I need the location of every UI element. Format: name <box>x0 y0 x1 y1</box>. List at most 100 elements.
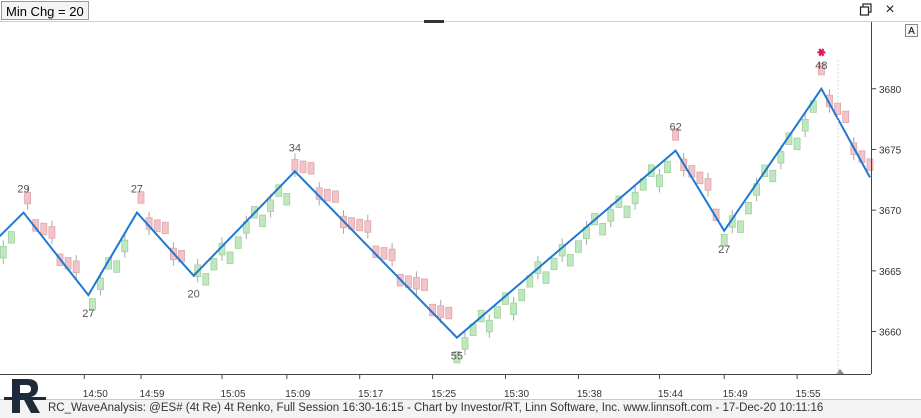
down-brick <box>388 248 396 262</box>
status-bar <box>0 399 921 418</box>
y-tick-label: 3675 <box>879 145 902 156</box>
down-brick <box>331 190 339 203</box>
up-brick <box>631 191 639 205</box>
up-brick <box>461 337 469 350</box>
down-brick <box>364 220 372 233</box>
up-brick <box>234 236 242 249</box>
down-brick <box>842 110 850 124</box>
min-change-label[interactable]: Min Chg = 20 <box>1 1 89 20</box>
up-brick <box>656 174 663 187</box>
up-brick <box>728 215 736 228</box>
up-brick <box>202 273 210 286</box>
pivot-label: 27 <box>718 244 730 256</box>
pivot-label: 20 <box>188 289 200 301</box>
x-tick-label: 15:38 <box>577 389 602 399</box>
y-tick-label: 3680 <box>879 85 902 96</box>
y-tick-label: 3660 <box>879 328 902 339</box>
up-brick <box>575 240 582 253</box>
x-tick-label: 15:05 <box>220 389 245 399</box>
up-brick <box>785 132 793 145</box>
x-tick-label: 15:17 <box>358 389 383 399</box>
up-brick <box>664 160 671 174</box>
y-tick-label: 3670 <box>879 206 902 217</box>
wave-line <box>0 86 871 339</box>
down-brick <box>153 219 161 232</box>
x-tick-label: 14:59 <box>139 389 164 399</box>
down-brick <box>696 171 704 185</box>
up-brick <box>210 258 218 271</box>
up-brick <box>105 257 112 270</box>
down-brick <box>323 188 331 202</box>
up-brick <box>623 205 631 218</box>
up-brick <box>7 231 15 244</box>
up-brick <box>550 257 558 271</box>
up-brick <box>566 254 574 267</box>
down-brick <box>421 278 428 291</box>
pivot-label: 34 <box>289 142 301 154</box>
pivot-label: 27 <box>131 184 143 196</box>
x-tick-label: 15:30 <box>504 389 529 399</box>
up-brick <box>485 319 493 333</box>
investor-rt-logo <box>4 379 46 413</box>
up-brick <box>599 223 607 236</box>
down-brick <box>866 158 874 171</box>
up-brick <box>769 169 777 183</box>
up-brick <box>793 137 801 151</box>
down-brick <box>307 162 315 175</box>
up-brick <box>745 201 752 215</box>
up-brick <box>777 151 785 164</box>
down-brick <box>445 306 453 320</box>
down-brick <box>818 62 825 76</box>
up-brick <box>453 351 461 364</box>
up-brick <box>259 214 266 228</box>
down-brick <box>24 191 32 205</box>
down-brick <box>161 221 169 235</box>
up-brick <box>0 246 7 259</box>
down-brick <box>380 247 388 260</box>
x-tick-label: 15:44 <box>658 389 683 399</box>
x-tick-label: 15:25 <box>431 389 456 399</box>
up-brick <box>97 277 104 291</box>
x-tick-label: 15:09 <box>285 389 310 399</box>
autoscale-button[interactable]: A <box>905 24 918 37</box>
up-brick <box>113 260 121 273</box>
chart-toolbar: Min Chg = 20 × <box>0 0 921 22</box>
pivot-label: 48 <box>815 60 827 72</box>
down-brick <box>137 191 145 204</box>
down-brick <box>48 226 56 239</box>
up-brick <box>226 251 234 264</box>
scroll-handle[interactable] <box>424 20 444 23</box>
up-brick <box>720 234 728 247</box>
up-brick <box>510 302 518 315</box>
y-tick-label: 3665 <box>879 267 902 278</box>
up-brick <box>801 119 809 132</box>
down-brick <box>704 178 712 191</box>
up-brick <box>283 193 291 206</box>
restore-window-icon[interactable] <box>859 3 873 17</box>
down-brick <box>40 222 48 236</box>
down-brick <box>72 260 80 273</box>
x-tick-label: 14:50 <box>83 389 108 399</box>
down-brick <box>356 218 364 232</box>
chart-footer-text: RC_WaveAnalysis: @ES# (4t Re) 4t Renko, … <box>48 402 824 414</box>
up-brick <box>121 239 129 253</box>
asterisk-marker-icon <box>817 48 826 57</box>
close-icon[interactable]: × <box>885 1 895 18</box>
up-brick <box>518 288 526 302</box>
pivot-label: 55 <box>451 351 463 363</box>
renko-chart[interactable]: 29 27 27 20 34 55 62 27 48 3660 3665 3670 3675 3680 1… <box>0 0 921 399</box>
up-brick <box>493 306 501 319</box>
pivot-label: 27 <box>82 308 94 320</box>
down-brick <box>672 128 679 141</box>
pivot-label: 29 <box>17 184 29 196</box>
down-brick <box>291 159 299 172</box>
down-brick <box>437 305 445 318</box>
up-brick <box>607 209 615 222</box>
up-brick <box>737 220 744 233</box>
up-brick <box>542 271 550 284</box>
x-tick-label: 15:49 <box>723 389 748 399</box>
asterisk-stroke <box>818 48 825 57</box>
down-brick <box>299 160 307 173</box>
down-brick <box>412 277 420 290</box>
pivot-label: 62 <box>669 122 681 134</box>
